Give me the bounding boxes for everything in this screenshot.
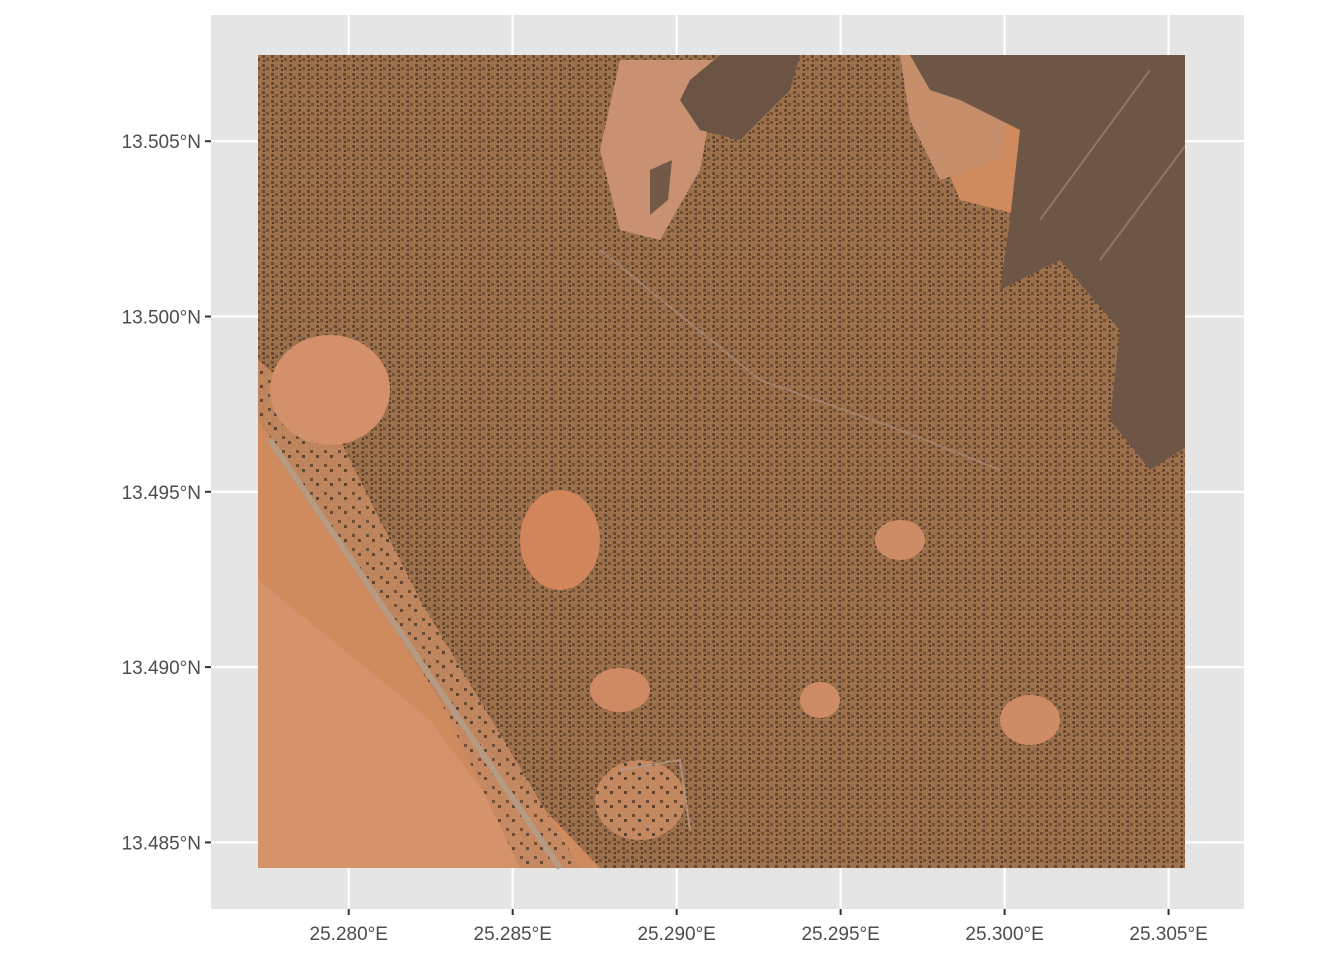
y-tick-label: 13.500°N [122,308,201,329]
x-tick-label: 25.285°E [474,924,552,945]
dark-field [680,55,800,140]
x-tick-label: 25.305°E [1129,924,1207,945]
sand-patch [875,520,925,560]
sand-patch [1000,695,1060,745]
track [1099,144,1185,261]
sand-area-southwest [258,580,540,868]
settlement-strip [258,360,580,868]
sparse-area [595,760,685,840]
dark-field-northeast [910,55,1185,470]
sand-patch [590,668,650,712]
track [599,249,1001,471]
x-tick-label: 25.280°E [310,924,388,945]
x-tick-label: 25.300°E [965,924,1043,945]
road [267,438,563,870]
sand-patch [270,335,390,445]
y-tick-label: 13.495°N [122,483,201,504]
sand-patch [800,682,840,718]
y-tick-label: 13.490°N [122,658,201,679]
x-axis: 25.280°E 25.285°E 25.290°E 25.295°E 25.300°E… [310,909,1208,945]
track [619,758,691,831]
track [1039,69,1151,221]
x-tick-label: 25.290°E [637,924,715,945]
settlement-dense [258,55,1185,868]
sand-patch [520,490,600,590]
y-axis: 13.485°N 13.490°N 13.495°N 13.500°N 13.505°N [122,132,211,854]
dark-patch [650,160,672,215]
y-tick-label: 13.505°N [122,132,201,153]
x-tick-label: 25.295°E [801,924,879,945]
satellite-image [258,55,1185,870]
y-tick-label: 13.485°N [122,833,201,854]
